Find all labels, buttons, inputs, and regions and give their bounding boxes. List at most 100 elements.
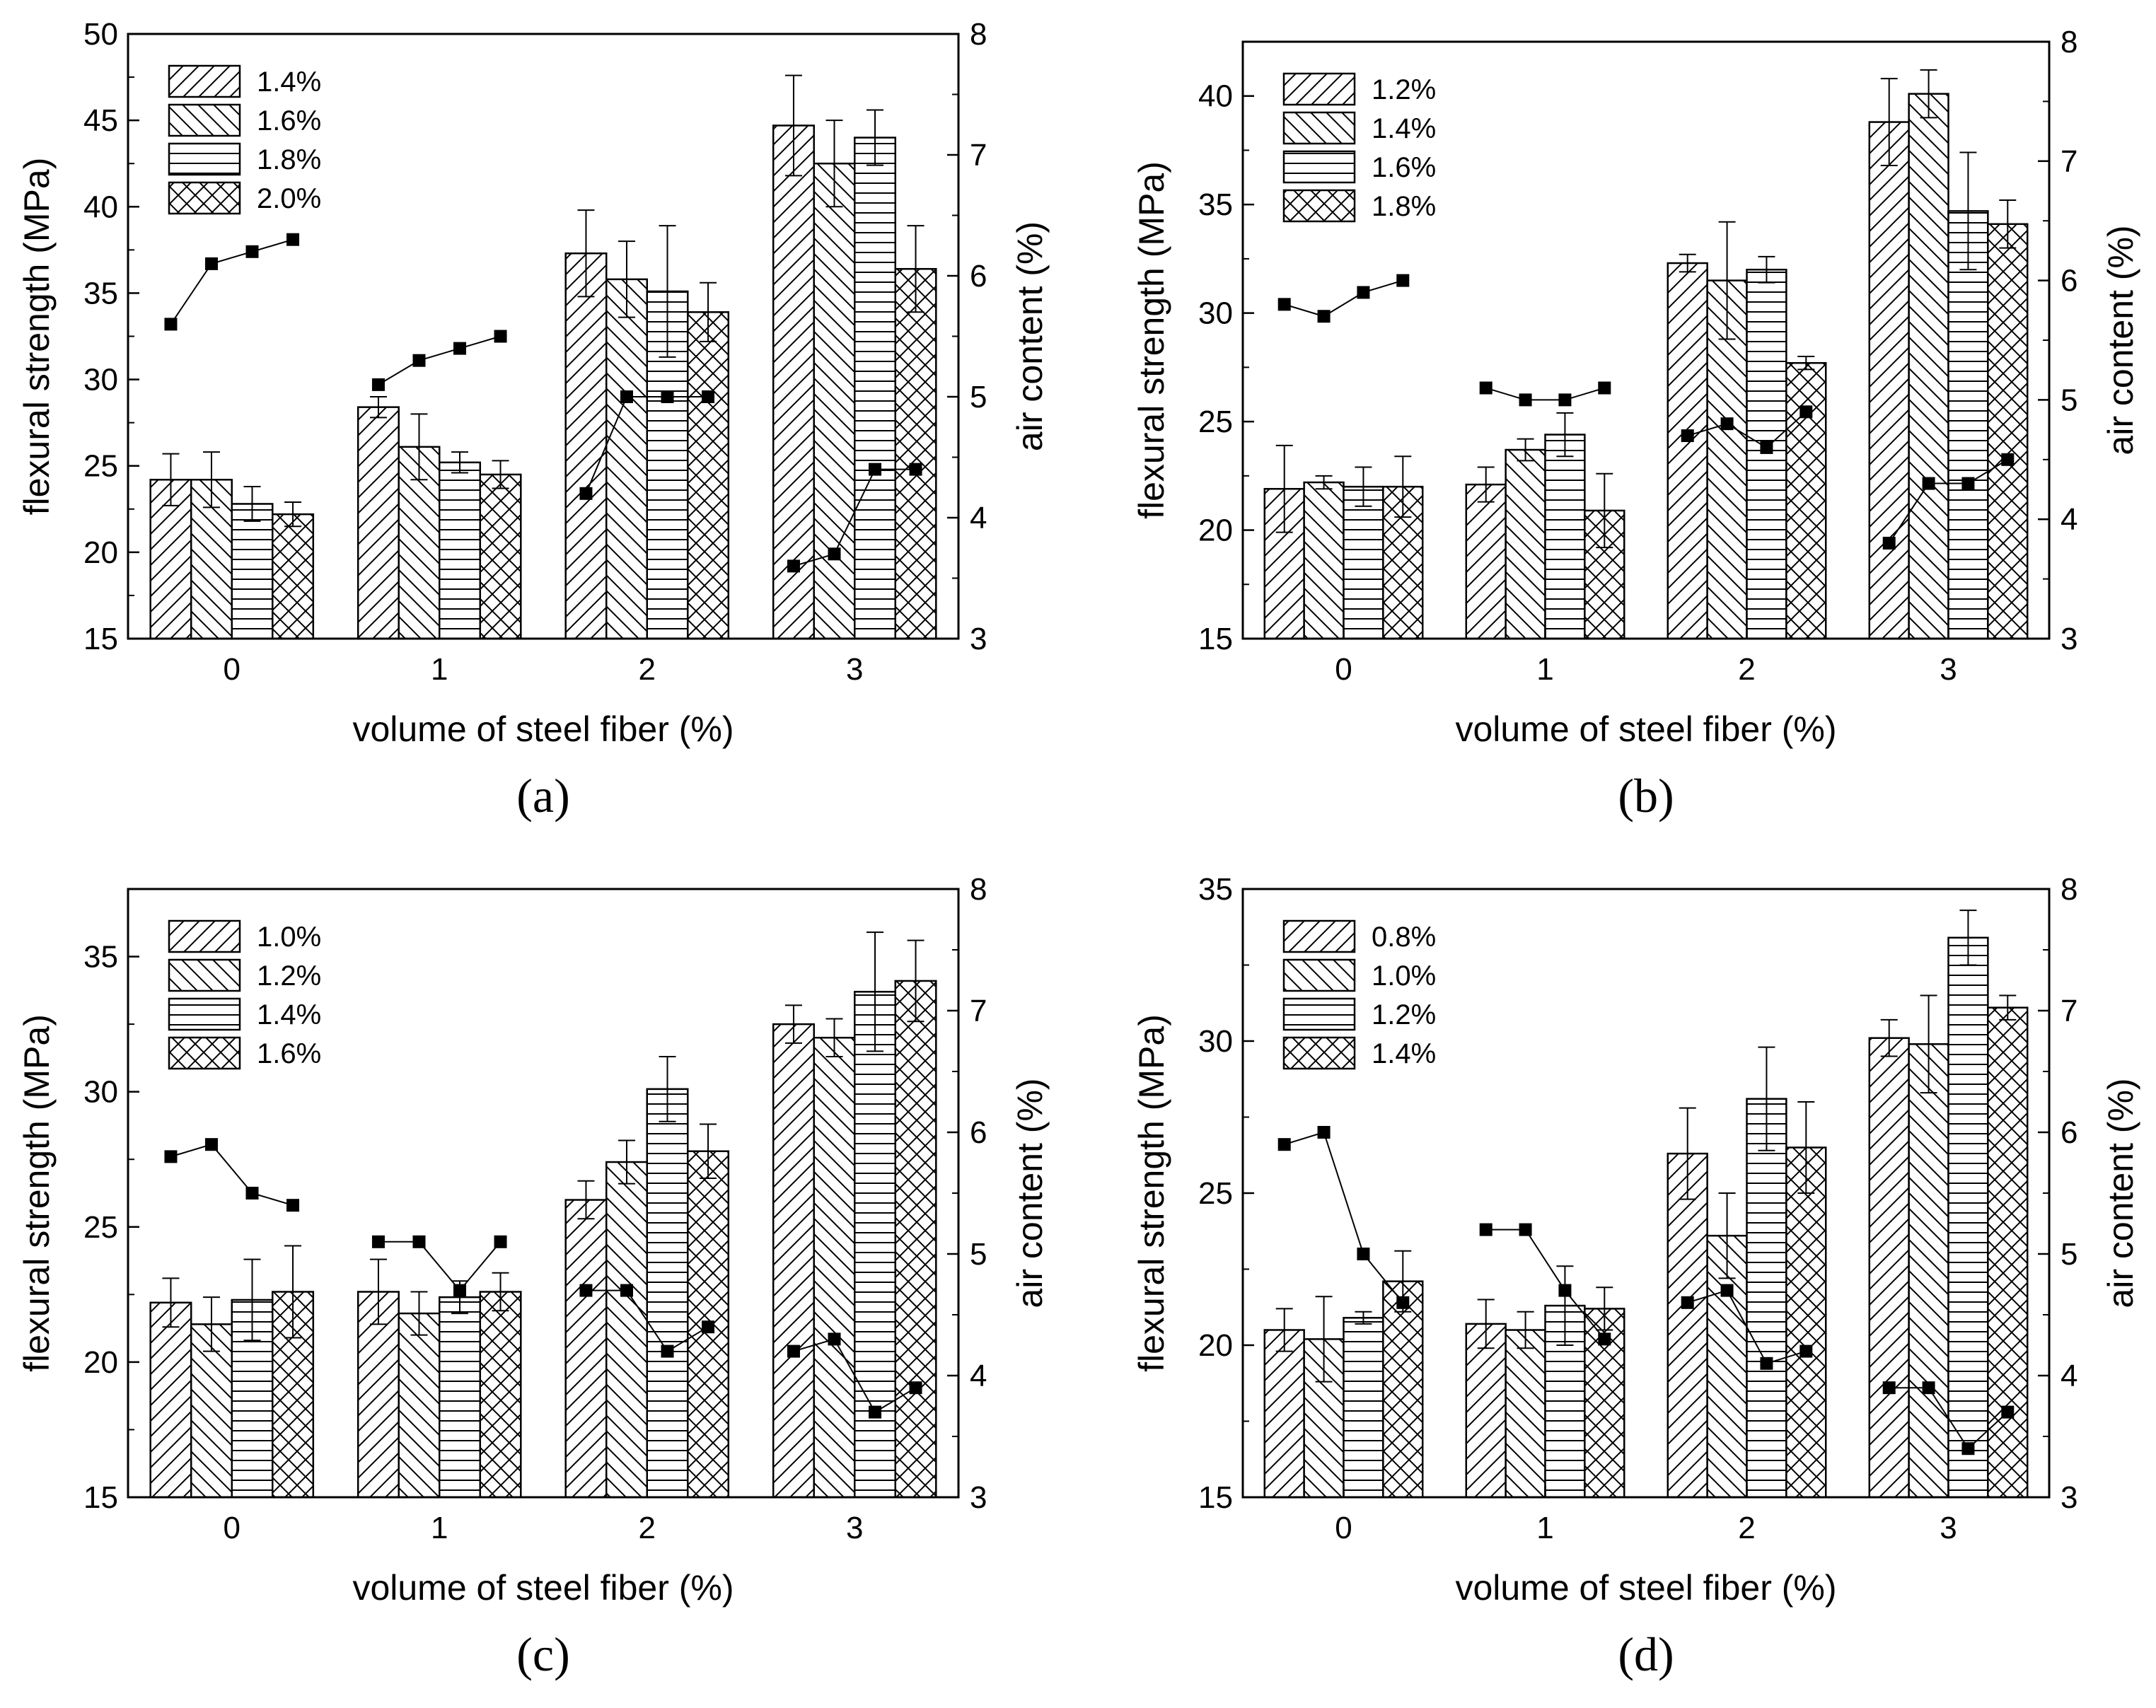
y2-tick-label: 4: [2061, 1359, 2077, 1393]
air-content-line: [1485, 387, 1605, 401]
air-content-marker: [1277, 1138, 1291, 1151]
legend-swatch: [1282, 919, 1356, 953]
air-content-marker: [2001, 1405, 2015, 1419]
y2-tick-label: 4: [970, 1359, 987, 1393]
legend-swatch: [1282, 72, 1356, 106]
air-content-marker: [702, 1320, 715, 1334]
air-content-marker: [1317, 1126, 1331, 1139]
legend-label: 1.2%: [1372, 74, 1436, 105]
air-content-line: [1687, 411, 1807, 449]
x-axis-title: volume of steel fiber (%): [352, 1568, 734, 1608]
bar: [1868, 121, 1910, 640]
air-content-marker: [1681, 1296, 1694, 1309]
x-axis-title: volume of steel fiber (%): [1455, 1568, 1836, 1608]
legend: 1.0% 1.2% 1.4% 1.6%: [168, 919, 321, 1070]
chart-panel: 15 20 25 30 35 3 4 5 6 7 8 0 1 2 3 volume of steel fibe…: [17, 872, 1050, 1681]
y-axis-title: flexural strength (MPa): [1132, 1014, 1171, 1372]
bar: [1343, 1317, 1384, 1499]
y2-tick-label: 3: [2061, 1480, 2077, 1515]
y2-axis-title: air content (%): [1010, 221, 1050, 451]
air-content-line: [793, 468, 916, 567]
y2-tick-label: 7: [970, 994, 987, 1028]
air-content-line: [586, 1289, 709, 1352]
x-tick-label: 3: [846, 1511, 863, 1545]
y2-tick-label: 6: [970, 1115, 987, 1150]
air-content-line: [1485, 1228, 1606, 1340]
bar: [646, 1088, 689, 1499]
y-tick-label: 25: [83, 1210, 118, 1245]
y2-tick-label: 8: [970, 17, 987, 52]
air-content-marker: [1598, 1332, 1611, 1346]
bar: [1382, 1280, 1424, 1499]
air-content-marker: [661, 390, 674, 403]
legend-swatch: [168, 64, 241, 98]
bar: [439, 1296, 482, 1499]
bar: [1544, 434, 1586, 640]
bar: [1868, 1037, 1910, 1499]
bar: [854, 136, 897, 640]
air-content-line: [1284, 279, 1403, 318]
air-content-marker: [787, 1344, 800, 1358]
air-content-line: [1888, 458, 2008, 544]
legend-swatch: [1282, 1036, 1356, 1070]
legend-label: 0.8%: [1372, 922, 1436, 953]
x-tick-label: 2: [1738, 652, 1755, 687]
air-content-line: [170, 1144, 294, 1207]
air-content-line: [1687, 1289, 1807, 1364]
air-content-marker: [869, 1405, 882, 1419]
y-tick-label: 20: [83, 1345, 118, 1380]
bar: [1706, 279, 1748, 640]
legend-label: 1.8%: [1372, 191, 1436, 222]
legend-swatch: [1282, 150, 1356, 184]
air-content-marker: [164, 1150, 178, 1163]
x-tick-label: 1: [431, 1511, 448, 1545]
legend-swatch: [1282, 958, 1356, 992]
y-tick-label: 30: [83, 1075, 118, 1110]
y2-axis-title: air content (%): [2101, 1078, 2140, 1308]
y-axis-title: flexural strength (MPa): [1132, 161, 1171, 519]
bar: [1667, 262, 1708, 640]
air-content-marker: [1720, 417, 1734, 431]
air-content-marker: [286, 233, 300, 246]
y2-tick-label: 3: [970, 1480, 987, 1515]
bar: [1785, 1146, 1827, 1499]
air-content-marker: [1799, 1344, 1813, 1358]
bar: [1947, 210, 1989, 640]
air-content-marker: [1760, 441, 1773, 454]
air-content-marker: [828, 547, 841, 561]
bar: [854, 990, 897, 1499]
air-content-marker: [1357, 286, 1370, 299]
air-content-marker: [1519, 1223, 1532, 1236]
y-tick-label: 30: [83, 363, 118, 397]
air-content-marker: [1760, 1356, 1773, 1370]
bar: [272, 513, 315, 640]
bar: [1263, 1329, 1305, 1499]
y-tick-label: 35: [1198, 872, 1233, 907]
x-tick-label: 0: [224, 652, 240, 687]
bar: [1505, 448, 1546, 640]
legend-swatch: [168, 997, 241, 1031]
y-tick-label: 25: [1198, 405, 1233, 439]
chart-panel: 15 20 25 30 35 3 4 5 6 7 8 0 1 2 3 volume of steel fibe…: [1132, 872, 2140, 1681]
air-content-marker: [1799, 405, 1813, 419]
x-tick-label: 2: [639, 652, 656, 687]
bar: [1746, 269, 1787, 640]
air-content-marker: [204, 257, 218, 270]
air-content-marker: [1922, 477, 1935, 490]
air-content-marker: [1396, 1296, 1410, 1309]
y2-tick-label: 8: [2061, 872, 2077, 907]
bar: [479, 473, 522, 640]
air-content-line: [378, 335, 501, 385]
y2-tick-label: 5: [970, 380, 987, 414]
bar: [1947, 936, 1989, 1499]
air-content-marker: [702, 390, 715, 403]
y2-tick-label: 8: [2061, 25, 2077, 59]
air-content-marker: [453, 342, 467, 355]
legend: 1.2% 1.4% 1.6% 1.8%: [1282, 72, 1436, 223]
y-tick-label: 30: [1198, 296, 1233, 331]
air-content-marker: [1519, 393, 1532, 407]
x-tick-label: 3: [1940, 1511, 1957, 1545]
air-content-marker: [1681, 429, 1694, 443]
x-tick-label: 0: [1335, 1511, 1352, 1545]
y2-tick-label: 5: [970, 1237, 987, 1272]
